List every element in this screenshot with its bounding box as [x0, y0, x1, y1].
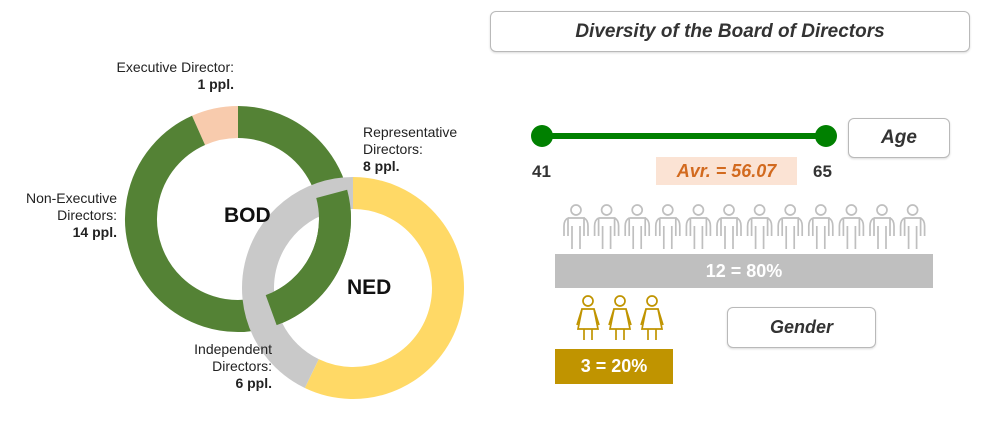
ned-slice-1 [242, 177, 354, 388]
ned-donut [242, 177, 464, 399]
nonexec-director-value: 14 ppl. [72, 224, 117, 240]
male-person-icon [685, 204, 712, 249]
female-person-icon [608, 295, 632, 340]
male-person-icon [899, 204, 926, 249]
rep-label-line1: Representative [363, 124, 458, 140]
female-person-icon [640, 295, 664, 340]
male-person-icon [654, 204, 681, 249]
female-bar-label: 3 = 20% [580, 356, 648, 376]
ind-label-line2: Directors: [212, 358, 272, 374]
nonexec-director-label: Non-Executive Directors: 14 ppl. [0, 190, 117, 241]
male-bar: 12 = 80% [555, 254, 933, 288]
male-person-icon [624, 204, 651, 249]
male-person-icon [869, 204, 895, 249]
chart-title: Diversity of the Board of Directors [490, 11, 970, 52]
gender-legend-box: Gender [727, 307, 876, 348]
ned-slice-0 [304, 177, 464, 399]
age-min-label: 41 [532, 162, 551, 181]
male-bar-label: 12 = 80% [705, 260, 783, 281]
male-person-icon [807, 204, 834, 249]
male-person-icon [716, 204, 742, 249]
ind-label-line1: Independent [194, 341, 272, 357]
age-max-label: 65 [813, 162, 832, 181]
nonexec-label-line2: Directors: [57, 207, 117, 223]
female-bar: 3 = 20% [555, 349, 673, 384]
female-person-icon [576, 295, 600, 340]
rep-label-line2: Directors: [363, 141, 423, 157]
age-max-marker [815, 125, 837, 147]
bod-overlap-segment [265, 189, 351, 326]
age-min-marker [531, 125, 553, 147]
age-average-label: Avr. = 56.07 [656, 157, 797, 185]
male-person-icon [746, 204, 773, 249]
ind-director-label: Independent Directors: 6 ppl. [170, 341, 272, 392]
bod-slice-0 [192, 106, 239, 146]
rep-director-value: 8 ppl. [363, 158, 400, 174]
ind-director-value: 6 ppl. [235, 375, 272, 391]
exec-director-value: 1 ppl. [197, 76, 234, 92]
exec-director-label-text: Executive Director: [116, 59, 234, 75]
ned-center-label: NED [347, 276, 392, 299]
male-person-icon [777, 204, 804, 249]
age-legend-box: Age [848, 118, 950, 158]
male-person-icon [563, 204, 589, 249]
exec-director-label: Executive Director: 1 ppl. [106, 59, 234, 93]
bod-center-label: BOD [224, 204, 271, 227]
male-person-icon [838, 204, 865, 249]
nonexec-label-line1: Non-Executive [25, 190, 117, 206]
rep-director-label: Representative Directors: 8 ppl. [363, 124, 483, 175]
male-person-icon [593, 204, 620, 249]
